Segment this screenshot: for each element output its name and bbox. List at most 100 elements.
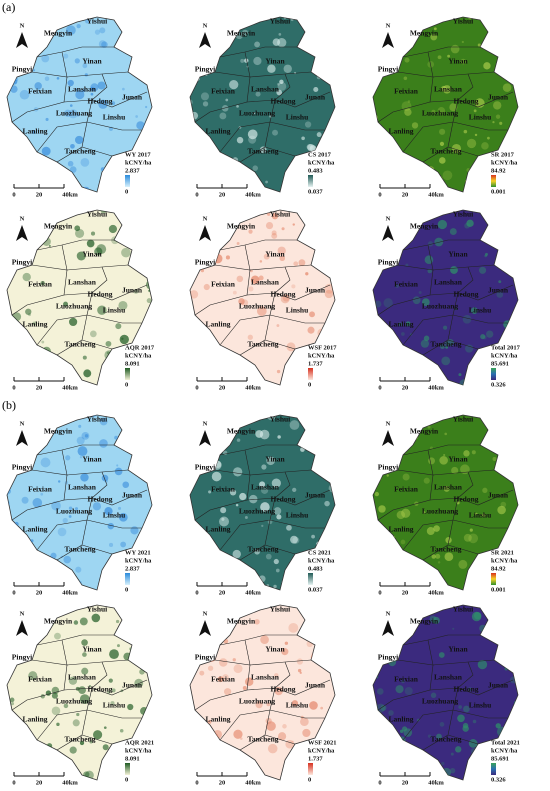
texture-patch xyxy=(88,684,92,688)
county-boundary xyxy=(36,497,93,551)
texture-patch xyxy=(261,486,269,494)
legend-max: 0.483 xyxy=(308,167,323,174)
county-label: Feixian xyxy=(28,87,53,96)
legend-colorbar xyxy=(125,573,130,585)
texture-patch xyxy=(266,702,271,707)
texture-patch xyxy=(196,776,199,779)
texture-patch xyxy=(75,507,79,511)
texture-patch xyxy=(199,760,204,765)
county-boundary xyxy=(264,146,296,157)
texture-patch xyxy=(463,129,468,134)
texture-patch xyxy=(65,25,76,36)
texture-patch xyxy=(405,321,411,327)
map-area xyxy=(372,209,519,386)
county-boundary xyxy=(219,46,297,58)
legend-min: 0.001 xyxy=(491,586,506,593)
texture-patch xyxy=(381,736,391,747)
texture-patch xyxy=(469,528,473,532)
texture-patch xyxy=(104,506,113,516)
county-boundary xyxy=(246,284,331,301)
scale-label: 40km xyxy=(245,191,261,198)
county-label: Yishui xyxy=(270,210,291,219)
county-boundary xyxy=(86,519,142,529)
texture-patch xyxy=(427,241,434,247)
texture-patch xyxy=(496,726,507,737)
texture-patch xyxy=(41,146,51,156)
texture-patch xyxy=(32,497,43,508)
county-boundary xyxy=(402,46,480,58)
texture-patch xyxy=(439,456,448,465)
texture-patch xyxy=(21,496,29,504)
texture-patch xyxy=(377,688,384,695)
texture-patch xyxy=(7,658,10,662)
texture-patch xyxy=(236,136,244,144)
county-label: Yinan xyxy=(82,645,102,654)
texture-patch xyxy=(231,190,234,192)
texture-patch xyxy=(138,624,143,630)
texture-patch xyxy=(288,622,299,633)
texture-patch xyxy=(373,261,377,269)
texture-patch xyxy=(211,471,222,482)
county-label: Mengyin xyxy=(227,617,256,626)
texture-patch xyxy=(229,79,239,90)
county-label: Pingyi xyxy=(195,653,215,662)
county-boundary xyxy=(264,734,296,745)
map-area xyxy=(6,414,153,591)
texture-patch xyxy=(293,261,299,267)
texture-patch xyxy=(458,373,462,377)
county-boundary xyxy=(377,474,434,521)
county-label: Linshu xyxy=(286,701,309,710)
texture-patch xyxy=(395,284,399,288)
county-label: Linshu xyxy=(286,113,309,122)
texture-patch xyxy=(411,122,419,129)
texture-patch xyxy=(473,109,477,113)
texture-patch xyxy=(259,481,266,488)
texture-patch xyxy=(109,649,119,660)
texture-patch xyxy=(146,298,152,304)
texture-patch xyxy=(512,187,517,192)
texture-patch xyxy=(373,607,380,617)
legend-unit: kCNY/ha xyxy=(491,557,518,564)
texture-patch xyxy=(62,517,68,524)
texture-patch xyxy=(191,426,194,430)
county-label: Lanshan xyxy=(68,673,97,682)
county-boundary xyxy=(452,314,508,324)
texture-patch xyxy=(256,306,267,316)
texture-patch xyxy=(190,632,197,639)
texture-patch xyxy=(190,441,196,447)
texture-patch xyxy=(297,668,302,673)
texture-patch xyxy=(47,172,55,180)
texture-patch xyxy=(223,638,229,644)
texture-patch xyxy=(19,89,30,100)
texture-patch xyxy=(253,56,262,66)
texture-patch xyxy=(452,627,455,630)
texture-patch xyxy=(409,176,417,184)
texture-patch xyxy=(468,739,478,748)
county-boundary xyxy=(377,664,434,711)
county-boundary xyxy=(274,471,291,499)
county-label: Tancheng xyxy=(431,147,462,156)
county-label: Pingyi xyxy=(12,463,32,472)
texture-patch xyxy=(320,706,324,710)
county-label: Luozhuang xyxy=(239,697,276,706)
legend-unit: kCNY/ha xyxy=(491,747,518,754)
legend-title: Total 2021 xyxy=(491,739,520,746)
county-label: Tancheng xyxy=(65,735,96,744)
county-label: Lanshan xyxy=(434,673,463,682)
texture-patch xyxy=(67,79,74,87)
texture-patch xyxy=(41,340,45,344)
texture-patch xyxy=(291,740,294,743)
texture-patch xyxy=(404,746,415,757)
scale-label: 20 xyxy=(219,779,226,786)
texture-patch xyxy=(209,17,219,22)
county-boundary xyxy=(264,544,296,555)
texture-patch xyxy=(146,258,150,262)
texture-patch xyxy=(391,367,402,377)
texture-patch xyxy=(53,20,57,24)
county-boundary xyxy=(264,339,296,350)
texture-patch xyxy=(118,300,128,311)
texture-patch xyxy=(509,676,517,684)
texture-patch xyxy=(496,764,501,769)
county-label: Tancheng xyxy=(248,340,279,349)
county-boundary xyxy=(269,121,325,131)
